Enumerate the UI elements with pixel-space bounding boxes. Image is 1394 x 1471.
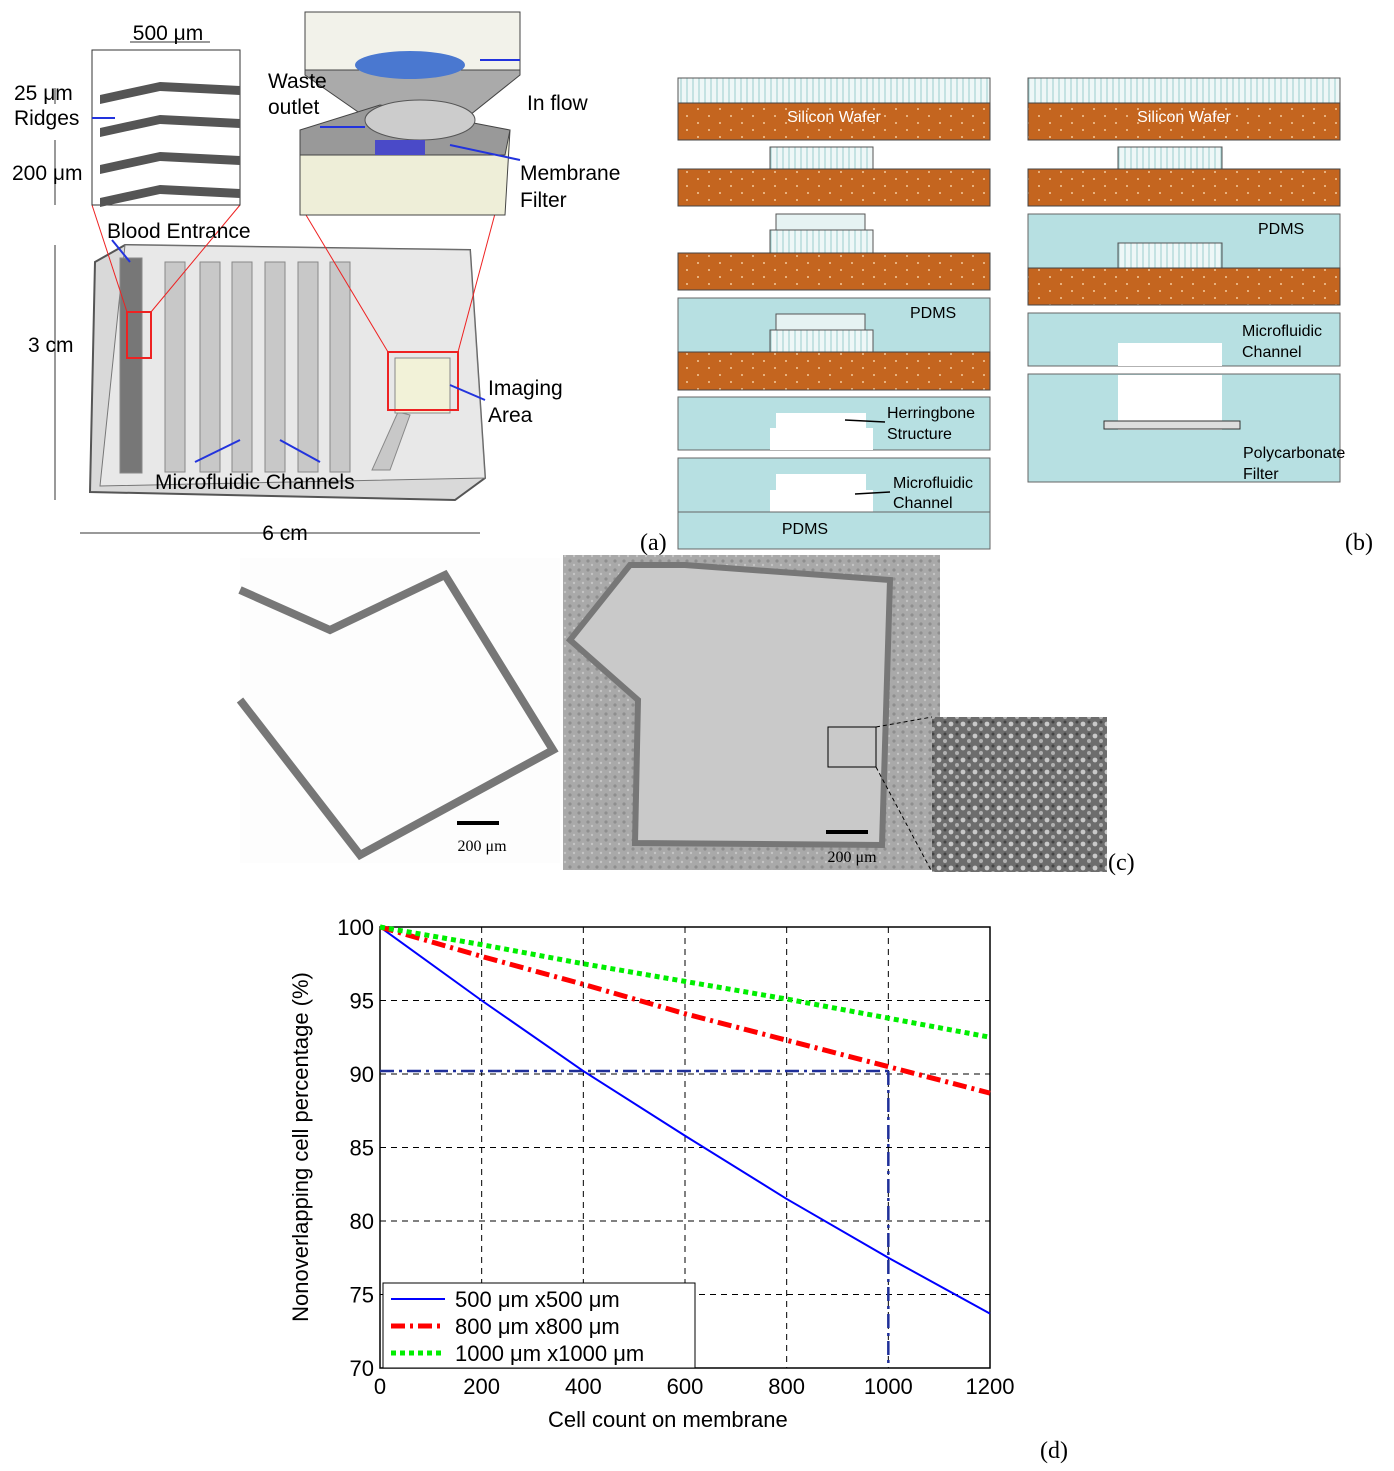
- label: In flow: [527, 92, 589, 115]
- x-axis-label: Cell count on membrane: [548, 1407, 788, 1432]
- label: Polycarbonate: [1243, 445, 1345, 462]
- label: PDMS: [1258, 221, 1304, 238]
- y-tick-label: 75: [350, 1283, 374, 1308]
- legend-label: 1000 μm x1000 μm: [455, 1341, 644, 1366]
- label: 3 cm: [28, 334, 74, 357]
- figure: 500 μm 25 μm Ridges 200 μm Waste outlet …: [0, 0, 1394, 1471]
- x-tick-label: 600: [667, 1374, 704, 1399]
- scale-bar-label: 200 μm: [827, 849, 877, 866]
- label: Area: [488, 404, 533, 427]
- y-tick-label: 95: [350, 989, 374, 1014]
- label: Microfluidic: [893, 475, 973, 492]
- label: PDMS: [782, 521, 828, 538]
- y-tick-label: 100: [337, 915, 374, 940]
- label: Ridges: [14, 107, 79, 130]
- x-tick-label: 800: [768, 1374, 805, 1399]
- x-tick-label: 0: [374, 1374, 386, 1399]
- label: 25 μm: [14, 82, 73, 105]
- label: Silicon Wafer: [787, 109, 881, 126]
- y-tick-label: 80: [350, 1209, 374, 1234]
- x-tick-label: 200: [463, 1374, 500, 1399]
- x-tick-label: 1000: [864, 1374, 913, 1399]
- label: Herringbone: [887, 405, 975, 422]
- label: 500 μm: [133, 22, 203, 45]
- panel-c: 200 μm 200 μm (c): [240, 555, 1135, 876]
- label: outlet: [268, 96, 320, 119]
- label: Filter: [520, 189, 567, 212]
- y-tick-label: 70: [350, 1356, 374, 1381]
- exploded-device: [300, 12, 520, 215]
- legend-label: 500 μm x500 μm: [455, 1287, 620, 1312]
- label: Microfluidic Channels: [155, 471, 355, 494]
- label: Filter: [1243, 466, 1279, 483]
- legend-label: 800 μm x800 μm: [455, 1314, 620, 1339]
- zoom-micrograph: [932, 717, 1107, 872]
- chart: Cell count on membrane Nonoverlapping ce…: [288, 915, 1068, 1464]
- panel-label: (c): [1108, 850, 1135, 876]
- panel-label: (a): [640, 530, 667, 556]
- y-tick-label: 85: [350, 1136, 374, 1161]
- label: Structure: [887, 426, 952, 443]
- label: Channel: [1242, 344, 1302, 361]
- y-tick-label: 90: [350, 1062, 374, 1087]
- label: Imaging: [488, 377, 563, 400]
- label: Waste: [268, 70, 327, 93]
- label: Blood Entrance: [107, 220, 251, 243]
- label: Microfluidic: [1242, 323, 1322, 340]
- label: 200 μm: [12, 162, 82, 185]
- y-axis-label: Nonoverlapping cell percentage (%): [288, 972, 313, 1322]
- panel-label: (b): [1345, 530, 1373, 556]
- x-tick-label: 400: [565, 1374, 602, 1399]
- label: PDMS: [910, 305, 956, 322]
- panel-label: (d): [1040, 1438, 1068, 1464]
- x-tick-label: 1200: [966, 1374, 1015, 1399]
- label: Silicon Wafer: [1137, 109, 1231, 126]
- panel-a: 500 μm 25 μm Ridges 200 μm Waste outlet …: [12, 12, 667, 556]
- scale-bar-label: 200 μm: [457, 838, 507, 855]
- panel-b: Silicon Wafer PDMS Herringbone Structure…: [678, 78, 1373, 556]
- label: 6 cm: [262, 522, 308, 545]
- micrograph: [240, 558, 560, 863]
- label: Channel: [893, 495, 953, 512]
- label: Membrane: [520, 162, 620, 185]
